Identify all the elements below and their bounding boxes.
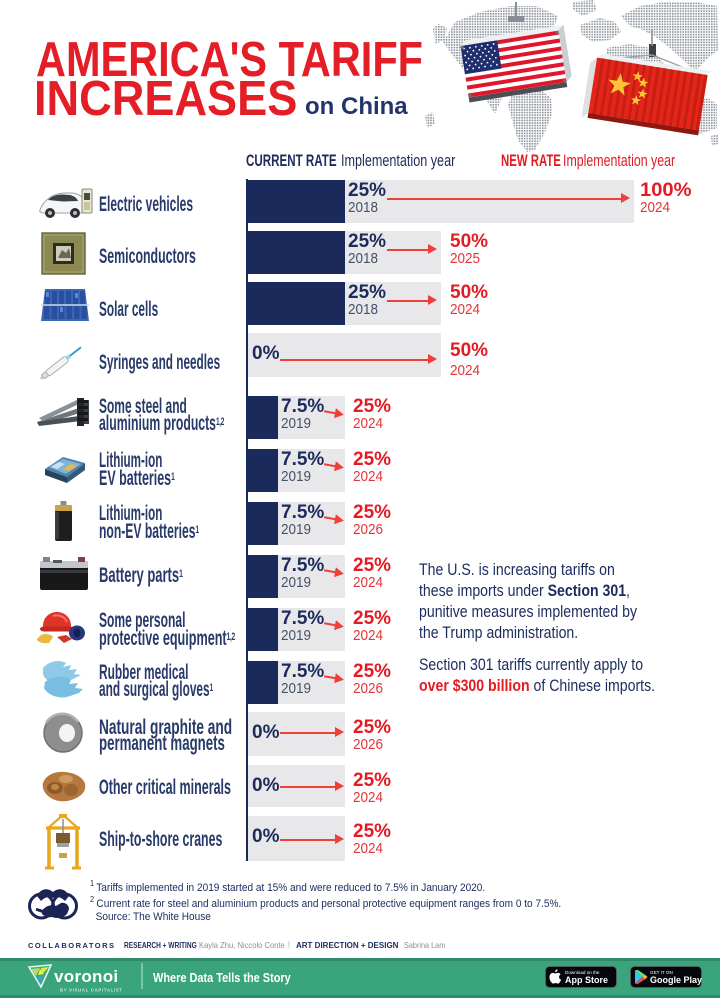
svg-text:BY VISUAL CAPITALIST: BY VISUAL CAPITALIST <box>60 988 123 993</box>
svg-text:GET IT ON: GET IT ON <box>650 970 673 975</box>
svg-text:voronoi: voronoi <box>54 967 118 986</box>
svg-text:App Store: App Store <box>565 975 608 985</box>
svg-text:Download on the: Download on the <box>565 970 600 975</box>
svg-text:Google Play: Google Play <box>650 975 702 985</box>
